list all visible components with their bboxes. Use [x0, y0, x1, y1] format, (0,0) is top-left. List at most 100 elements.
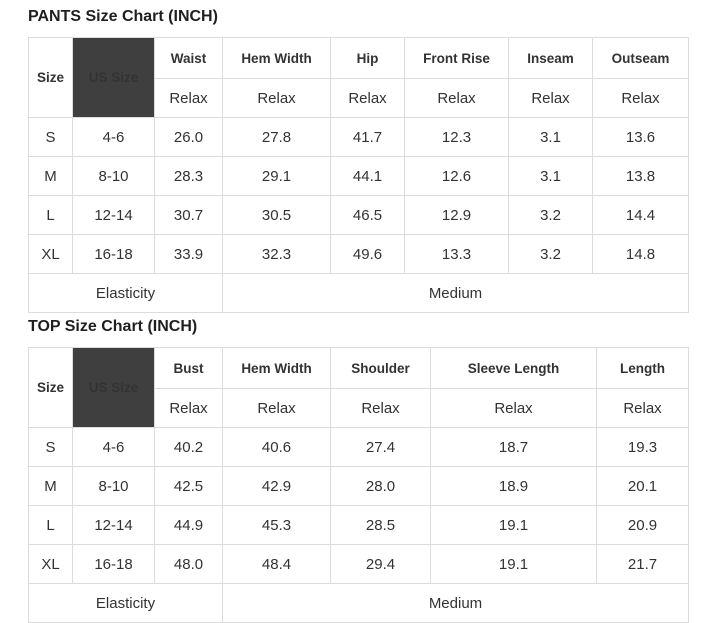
fit-cell: Relax: [508, 78, 593, 118]
us-size-column-header: US Size: [72, 347, 155, 428]
size-cell: L: [28, 195, 73, 235]
measurement-cell: 19.1: [430, 544, 597, 584]
size-row: L 12-14 44.9 45.3 28.5 19.1 20.9: [28, 505, 689, 545]
measurement-cell: 14.4: [592, 195, 689, 235]
pants-table-header: Size US Size Waist Hem Width Hip Front R…: [28, 37, 689, 118]
length-column-header: Length: [596, 347, 689, 389]
measurement-cell: 12.3: [404, 117, 509, 157]
measurement-cell: 3.1: [508, 117, 593, 157]
us-size-cell: 12-14: [72, 195, 155, 235]
sleeve-length-column-header: Sleeve Length: [430, 347, 597, 389]
fit-cell: Relax: [404, 78, 509, 118]
us-size-cell: 16-18: [72, 234, 155, 274]
measurement-cell: 42.9: [222, 466, 331, 506]
measurement-cell: 42.5: [154, 466, 223, 506]
size-cell: M: [28, 466, 73, 506]
measurement-cell: 21.7: [596, 544, 689, 584]
fit-cell: Relax: [330, 78, 405, 118]
us-size-column-header: US Size: [72, 37, 155, 118]
elasticity-value-cell: Medium: [222, 583, 689, 623]
size-column-header: Size: [28, 347, 73, 428]
size-cell: L: [28, 505, 73, 545]
measurement-cell: 12.9: [404, 195, 509, 235]
inseam-column-header: Inseam: [508, 37, 593, 79]
size-cell: M: [28, 156, 73, 196]
fit-cell: Relax: [430, 388, 597, 428]
top-chart-title: TOP Size Chart (INCH): [28, 318, 198, 335]
measurement-cell: 13.3: [404, 234, 509, 274]
elasticity-label-cell: Elasticity: [28, 273, 223, 313]
bust-column-header: Bust: [154, 347, 223, 389]
fit-cell: Relax: [154, 388, 223, 428]
measurement-cell: 33.9: [154, 234, 223, 274]
measurement-cell: 14.8: [592, 234, 689, 274]
pants-chart-title: PANTS Size Chart (INCH): [28, 8, 218, 25]
measurement-cell: 20.9: [596, 505, 689, 545]
measurement-cell: 32.3: [222, 234, 331, 274]
measurement-cell: 19.1: [430, 505, 597, 545]
us-size-cell: 4-6: [72, 117, 155, 157]
measurement-cell: 26.0: [154, 117, 223, 157]
size-row: M 8-10 42.5 42.9 28.0 18.9 20.1: [28, 466, 689, 506]
size-row: S 4-6 40.2 40.6 27.4 18.7 19.3: [28, 427, 689, 467]
top-table-header: Size US Size Bust Hem Width Shoulder Sle…: [28, 347, 689, 428]
measurement-cell: 3.2: [508, 195, 593, 235]
measurement-cell: 20.1: [596, 466, 689, 506]
outseam-column-header: Outseam: [592, 37, 689, 79]
measurement-cell: 41.7: [330, 117, 405, 157]
measurement-cell: 29.1: [222, 156, 331, 196]
measurement-cell: 27.8: [222, 117, 331, 157]
measurement-cell: 48.4: [222, 544, 331, 584]
measurement-cell: 40.2: [154, 427, 223, 467]
shoulder-column-header: Shoulder: [330, 347, 431, 389]
elasticity-row: Elasticity Medium: [28, 583, 689, 623]
measurement-cell: 18.7: [430, 427, 597, 467]
pants-size-table: Size US Size Waist Hem Width Hip Front R…: [28, 37, 689, 313]
measurement-cell: 3.1: [508, 156, 593, 196]
measurement-cell: 12.6: [404, 156, 509, 196]
hem-width-column-header: Hem Width: [222, 37, 331, 79]
measurement-cell: 3.2: [508, 234, 593, 274]
size-row: L 12-14 30.7 30.5 46.5 12.9 3.2 14.4: [28, 195, 689, 235]
measurement-cell: 48.0: [154, 544, 223, 584]
waist-column-header: Waist: [154, 37, 223, 79]
measurement-cell: 19.3: [596, 427, 689, 467]
top-size-chart-section: TOP Size Chart (INCH) Size US Size Bust …: [28, 318, 689, 623]
hem-width-column-header: Hem Width: [222, 347, 331, 389]
us-size-cell: 8-10: [72, 466, 155, 506]
size-cell: S: [28, 117, 73, 157]
size-cell: XL: [28, 544, 73, 584]
pants-size-chart-section: PANTS Size Chart (INCH) Size US Size Wai…: [28, 8, 689, 313]
us-size-cell: 8-10: [72, 156, 155, 196]
elasticity-row: Elasticity Medium: [28, 273, 689, 313]
top-size-table: Size US Size Bust Hem Width Shoulder Sle…: [28, 347, 689, 623]
fit-cell: Relax: [222, 388, 331, 428]
measurement-cell: 40.6: [222, 427, 331, 467]
measurement-cell: 28.3: [154, 156, 223, 196]
pants-table-body: S 4-6 26.0 27.8 41.7 12.3 3.1 13.6 M 8-10 28.3 29.1…: [28, 117, 689, 274]
hip-column-header: Hip: [330, 37, 405, 79]
size-row: XL 16-18 48.0 48.4 29.4 19.1 21.7: [28, 544, 689, 584]
size-row: M 8-10 28.3 29.1 44.1 12.6 3.1 13.8: [28, 156, 689, 196]
fit-cell: Relax: [592, 78, 689, 118]
fit-cell: Relax: [222, 78, 331, 118]
fit-cell: Relax: [596, 388, 689, 428]
measurement-cell: 30.7: [154, 195, 223, 235]
top-table-body: S 4-6 40.2 40.6 27.4 18.7 19.3 M 8-10 42.5 42.9 28.…: [28, 427, 689, 584]
us-size-cell: 16-18: [72, 544, 155, 584]
measurement-cell: 45.3: [222, 505, 331, 545]
elasticity-value-cell: Medium: [222, 273, 689, 313]
measurement-cell: 44.9: [154, 505, 223, 545]
elasticity-label-cell: Elasticity: [28, 583, 223, 623]
measurement-cell: 49.6: [330, 234, 405, 274]
size-cell: XL: [28, 234, 73, 274]
measurement-cell: 27.4: [330, 427, 431, 467]
measurement-cell: 44.1: [330, 156, 405, 196]
fit-cell: Relax: [154, 78, 223, 118]
measurement-cell: 18.9: [430, 466, 597, 506]
size-column-header: Size: [28, 37, 73, 118]
size-row: S 4-6 26.0 27.8 41.7 12.3 3.1 13.6: [28, 117, 689, 157]
measurement-cell: 13.6: [592, 117, 689, 157]
measurement-cell: 13.8: [592, 156, 689, 196]
us-size-cell: 4-6: [72, 427, 155, 467]
